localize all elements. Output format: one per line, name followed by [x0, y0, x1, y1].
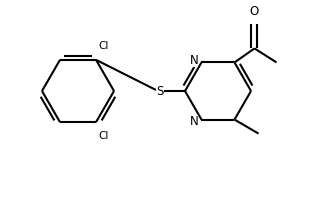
Text: S: S	[156, 85, 164, 97]
Text: O: O	[250, 5, 259, 18]
Text: N: N	[190, 54, 198, 67]
Text: Cl: Cl	[98, 41, 108, 51]
Text: N: N	[190, 115, 198, 128]
Text: Cl: Cl	[98, 131, 108, 141]
